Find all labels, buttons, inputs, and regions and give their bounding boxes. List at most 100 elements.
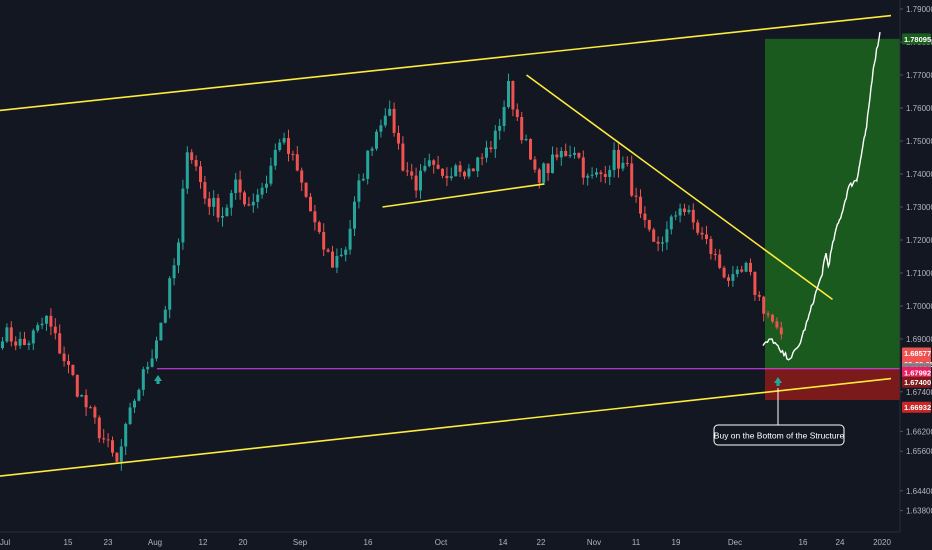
candle[interactable] (89, 407, 92, 409)
candle[interactable] (727, 277, 730, 281)
candle[interactable] (304, 182, 308, 197)
candle[interactable] (9, 327, 13, 342)
candle[interactable] (177, 242, 180, 266)
candle[interactable] (441, 168, 444, 176)
candle[interactable] (40, 323, 44, 326)
candle[interactable] (326, 249, 330, 252)
candle[interactable] (445, 175, 449, 179)
price-tag[interactable] (902, 33, 931, 45)
candle[interactable] (515, 109, 519, 117)
candle[interactable] (533, 159, 537, 170)
candle[interactable] (212, 197, 216, 207)
candle[interactable] (762, 296, 766, 314)
profit-target-zone[interactable] (765, 38, 900, 369)
candle[interactable] (757, 294, 761, 297)
candle[interactable] (133, 400, 136, 408)
candle[interactable] (388, 108, 392, 116)
candle[interactable] (766, 313, 770, 315)
candle[interactable] (669, 216, 673, 230)
candle[interactable] (687, 209, 691, 213)
candle[interactable] (414, 175, 418, 191)
annotation-callout[interactable]: Buy on the Bottom of the Structure (713, 388, 845, 446)
candle[interactable] (155, 340, 158, 359)
candle[interactable] (665, 229, 669, 243)
price-tag[interactable] (902, 401, 931, 413)
candle[interactable] (683, 208, 686, 213)
candle[interactable] (630, 163, 634, 196)
candle[interactable] (159, 322, 163, 341)
candle[interactable] (18, 338, 22, 346)
candle[interactable] (185, 152, 189, 189)
candle[interactable] (436, 164, 440, 169)
candle[interactable] (612, 149, 616, 171)
candle[interactable] (287, 138, 290, 154)
candle[interactable] (581, 157, 585, 178)
candle[interactable] (84, 395, 88, 408)
candle[interactable] (524, 139, 528, 141)
trend-line[interactable] (526, 74, 833, 301)
candle[interactable] (432, 160, 436, 165)
candle[interactable] (335, 256, 339, 268)
candle[interactable] (590, 174, 594, 176)
candle[interactable] (344, 249, 348, 255)
candle[interactable] (71, 364, 75, 376)
candle[interactable] (476, 157, 480, 172)
candle[interactable] (62, 353, 66, 362)
candle[interactable] (256, 194, 260, 202)
candle[interactable] (603, 174, 607, 177)
candle[interactable] (23, 338, 26, 346)
candle[interactable] (97, 417, 101, 439)
candle[interactable] (779, 327, 783, 335)
trend-line[interactable] (382, 183, 545, 208)
candle[interactable] (722, 267, 726, 278)
candle[interactable] (401, 143, 405, 171)
candle[interactable] (731, 274, 735, 281)
candle[interactable] (331, 251, 334, 268)
price-axis-panel[interactable] (900, 0, 932, 550)
candle[interactable] (93, 407, 97, 418)
candle[interactable] (520, 116, 524, 141)
trend-line[interactable] (0, 14, 892, 135)
candle[interactable] (339, 254, 343, 257)
candle[interactable] (366, 150, 370, 179)
candle[interactable] (674, 215, 678, 217)
candle[interactable] (216, 197, 220, 218)
candle[interactable] (5, 327, 9, 342)
time-axis-panel[interactable] (0, 532, 932, 550)
candle[interactable] (309, 196, 312, 212)
candle[interactable] (427, 160, 431, 166)
candle[interactable] (194, 159, 198, 167)
candle[interactable] (529, 139, 532, 160)
candle[interactable] (146, 366, 150, 370)
candle[interactable] (507, 81, 510, 107)
candle[interactable] (555, 154, 559, 158)
candle[interactable] (370, 148, 374, 151)
candle[interactable] (656, 241, 660, 244)
candle[interactable] (273, 149, 277, 166)
candle[interactable] (229, 193, 233, 208)
candle[interactable] (383, 115, 387, 126)
candle[interactable] (661, 242, 664, 244)
candle[interactable] (45, 315, 48, 324)
candle[interactable] (181, 188, 185, 243)
candle[interactable] (485, 147, 488, 158)
candle[interactable] (102, 438, 106, 440)
candle[interactable] (58, 333, 62, 354)
candle[interactable] (141, 369, 145, 390)
candle[interactable] (300, 170, 304, 183)
candle[interactable] (106, 439, 110, 441)
candle[interactable] (115, 452, 119, 462)
candle[interactable] (172, 265, 176, 279)
price-tag[interactable] (902, 347, 931, 359)
candle[interactable] (498, 126, 502, 131)
candle[interactable] (643, 213, 647, 221)
candle[interactable] (405, 170, 409, 172)
candle[interactable] (225, 207, 229, 217)
candle[interactable] (568, 154, 572, 157)
candle[interactable] (75, 375, 79, 397)
candle[interactable] (168, 278, 172, 310)
candle[interactable] (119, 446, 123, 462)
candle[interactable] (480, 157, 484, 159)
candle[interactable] (608, 170, 612, 177)
